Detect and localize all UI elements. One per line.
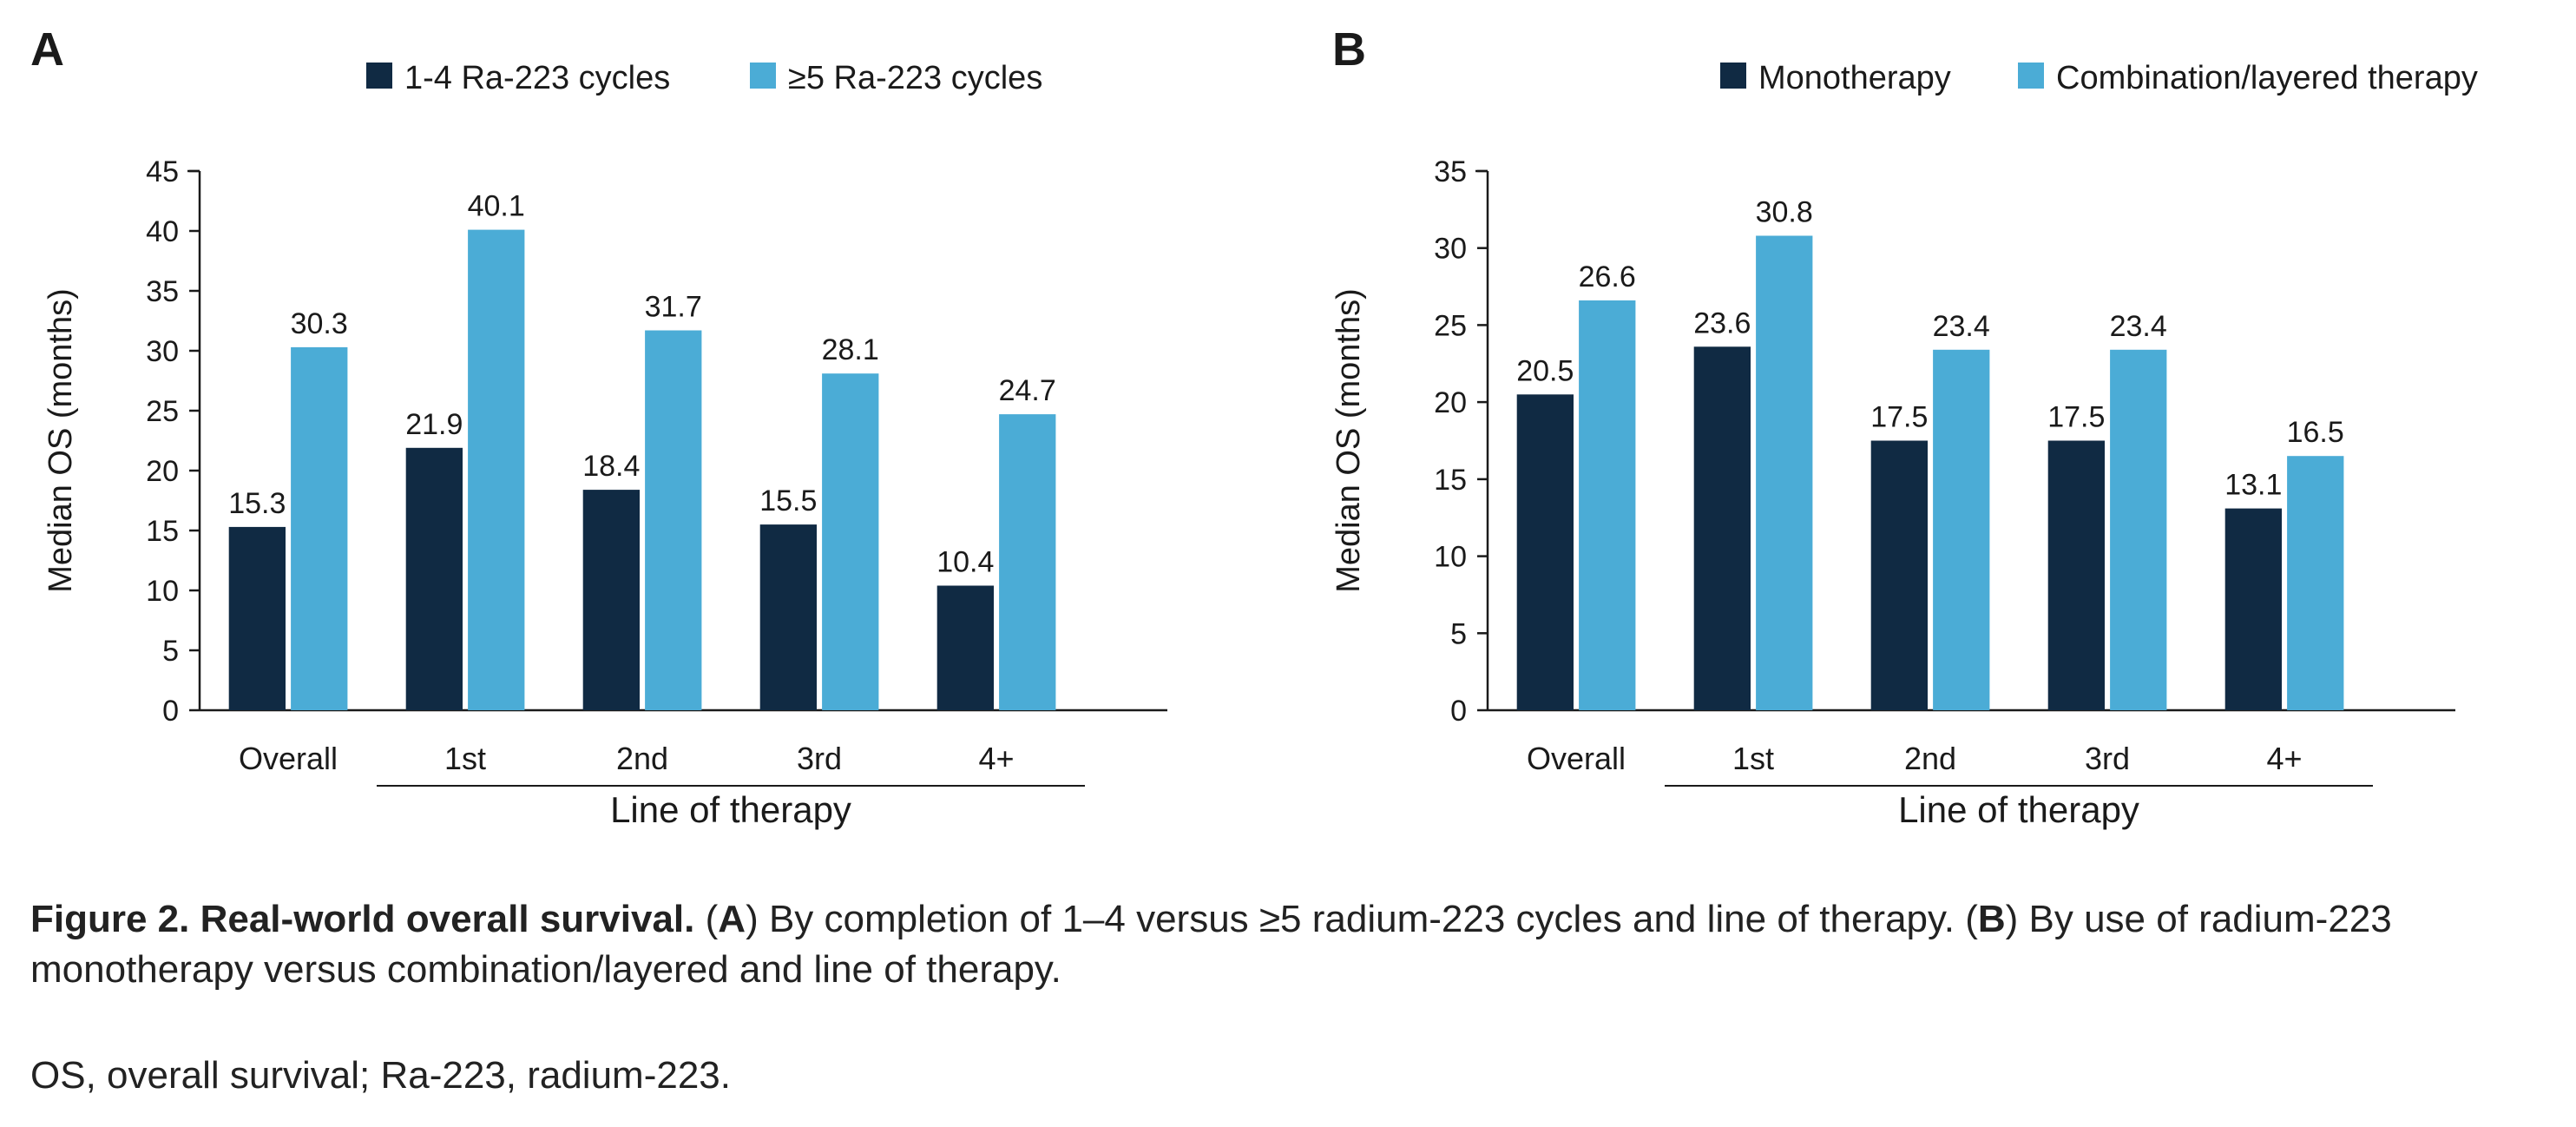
svg-text:3rd: 3rd bbox=[2085, 741, 2130, 776]
svg-text:35: 35 bbox=[146, 275, 179, 308]
svg-text:Overall: Overall bbox=[239, 741, 338, 776]
svg-text:1st: 1st bbox=[444, 741, 486, 776]
svg-text:Median OS (months): Median OS (months) bbox=[1331, 288, 1367, 593]
svg-text:23.6: 23.6 bbox=[1693, 306, 1751, 339]
svg-text:4+: 4+ bbox=[2266, 741, 2302, 776]
svg-text:30: 30 bbox=[146, 335, 179, 368]
svg-text:Line of therapy: Line of therapy bbox=[610, 789, 851, 830]
svg-text:13.1: 13.1 bbox=[2224, 469, 2282, 502]
svg-text:45: 45 bbox=[146, 155, 179, 188]
svg-text:5: 5 bbox=[1450, 617, 1467, 650]
svg-text:30: 30 bbox=[1434, 233, 1467, 266]
svg-text:Monotherapy: Monotherapy bbox=[1758, 60, 1951, 96]
svg-text:10.4: 10.4 bbox=[936, 546, 994, 579]
svg-text:30.3: 30.3 bbox=[291, 307, 348, 340]
svg-text:15: 15 bbox=[146, 515, 179, 548]
svg-text:1-4 Ra-223 cycles: 1-4 Ra-223 cycles bbox=[404, 60, 670, 96]
svg-text:0: 0 bbox=[1450, 695, 1467, 728]
svg-text:35: 35 bbox=[1434, 155, 1467, 188]
svg-text:10: 10 bbox=[146, 575, 179, 608]
svg-text:30.8: 30.8 bbox=[1756, 196, 1813, 229]
svg-text:17.5: 17.5 bbox=[2047, 401, 2105, 434]
svg-text:15.5: 15.5 bbox=[759, 484, 817, 517]
svg-text:20: 20 bbox=[146, 455, 179, 488]
svg-text:18.4: 18.4 bbox=[582, 450, 640, 483]
svg-text:2nd: 2nd bbox=[616, 741, 668, 776]
svg-text:3rd: 3rd bbox=[797, 741, 842, 776]
svg-text:23.4: 23.4 bbox=[2110, 310, 2167, 343]
svg-text:16.5: 16.5 bbox=[2287, 416, 2344, 449]
svg-text:20.5: 20.5 bbox=[1516, 354, 1574, 387]
svg-text:1st: 1st bbox=[1732, 741, 1774, 776]
svg-text:4+: 4+ bbox=[978, 741, 1014, 776]
svg-text:15: 15 bbox=[1434, 464, 1467, 497]
svg-text:5: 5 bbox=[162, 635, 179, 668]
svg-text:25: 25 bbox=[1434, 309, 1467, 342]
svg-text:17.5: 17.5 bbox=[1870, 401, 1928, 434]
svg-text:20: 20 bbox=[1434, 386, 1467, 419]
svg-text:0: 0 bbox=[162, 695, 179, 728]
svg-text:28.1: 28.1 bbox=[822, 333, 879, 366]
svg-text:2nd: 2nd bbox=[1904, 741, 1956, 776]
svg-text:≥5 Ra-223 cycles: ≥5 Ra-223 cycles bbox=[788, 60, 1042, 96]
svg-text:40: 40 bbox=[146, 215, 179, 248]
svg-text:26.6: 26.6 bbox=[1579, 260, 1636, 293]
svg-text:21.9: 21.9 bbox=[405, 408, 463, 441]
svg-text:23.4: 23.4 bbox=[1933, 310, 1990, 343]
svg-text:25: 25 bbox=[146, 395, 179, 428]
svg-text:Overall: Overall bbox=[1527, 741, 1626, 776]
svg-text:24.7: 24.7 bbox=[999, 374, 1056, 407]
svg-text:31.7: 31.7 bbox=[645, 291, 702, 324]
svg-text:10: 10 bbox=[1434, 541, 1467, 574]
svg-text:Line of therapy: Line of therapy bbox=[1898, 789, 2139, 830]
svg-text:Combination/layered therapy: Combination/layered therapy bbox=[2056, 60, 2478, 96]
svg-text:15.3: 15.3 bbox=[228, 487, 286, 520]
svg-text:Median OS (months): Median OS (months) bbox=[43, 288, 79, 593]
svg-text:40.1: 40.1 bbox=[468, 190, 525, 223]
